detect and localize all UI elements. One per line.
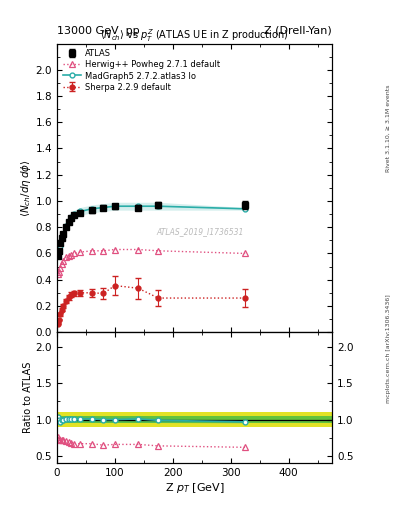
Line: Herwig++ Powheg 2.7.1 default: Herwig++ Powheg 2.7.1 default (55, 247, 248, 277)
MadGraph5 2.7.2.atlas3 lo (57, 248, 62, 254)
MadGraph5 2.7.2.atlas3 lo (156, 203, 161, 209)
Herwig++ Powheg 2.7.1 default (156, 248, 161, 254)
Herwig++ Powheg 2.7.1 default (72, 250, 77, 257)
Text: ATLAS_2019_I1736531: ATLAS_2019_I1736531 (156, 227, 244, 236)
Herwig++ Powheg 2.7.1 default (69, 252, 74, 258)
X-axis label: Z $p_T$ [GeV]: Z $p_T$ [GeV] (165, 481, 224, 495)
Title: $\langle N_{ch}\rangle$ vs $p_T^Z$ (ATLAS UE in Z production): $\langle N_{ch}\rangle$ vs $p_T^Z$ (ATLA… (100, 27, 289, 44)
MadGraph5 2.7.2.atlas3 lo (59, 234, 64, 241)
Text: Rivet 3.1.10, ≥ 3.1M events: Rivet 3.1.10, ≥ 3.1M events (386, 84, 391, 172)
Herwig++ Powheg 2.7.1 default (243, 250, 248, 257)
MadGraph5 2.7.2.atlas3 lo (101, 204, 106, 210)
Herwig++ Powheg 2.7.1 default (57, 269, 62, 275)
MadGraph5 2.7.2.atlas3 lo (61, 231, 65, 237)
Herwig++ Powheg 2.7.1 default (66, 253, 71, 259)
MadGraph5 2.7.2.atlas3 lo (66, 218, 71, 224)
Text: mcplots.cern.ch [arXiv:1306.3436]: mcplots.cern.ch [arXiv:1306.3436] (386, 294, 391, 402)
Text: Z (Drell-Yan): Z (Drell-Yan) (264, 26, 332, 36)
MadGraph5 2.7.2.atlas3 lo (89, 206, 94, 212)
MadGraph5 2.7.2.atlas3 lo (136, 203, 140, 209)
Line: MadGraph5 2.7.2.atlas3 lo: MadGraph5 2.7.2.atlas3 lo (56, 204, 248, 256)
MadGraph5 2.7.2.atlas3 lo (112, 203, 117, 209)
Legend: ATLAS, Herwig++ Powheg 2.7.1 default, MadGraph5 2.7.2.atlas3 lo, Sherpa 2.2.9 de: ATLAS, Herwig++ Powheg 2.7.1 default, Ma… (61, 48, 222, 93)
MadGraph5 2.7.2.atlas3 lo (78, 208, 83, 215)
Herwig++ Powheg 2.7.1 default (63, 254, 68, 261)
Herwig++ Powheg 2.7.1 default (59, 261, 64, 267)
Herwig++ Powheg 2.7.1 default (58, 265, 63, 271)
MadGraph5 2.7.2.atlas3 lo (58, 243, 63, 249)
Text: 13000 GeV  pp: 13000 GeV pp (57, 26, 140, 36)
Y-axis label: Ratio to ATLAS: Ratio to ATLAS (23, 362, 33, 434)
Y-axis label: $\langle N_{ch}/d\eta\,d\phi\rangle$: $\langle N_{ch}/d\eta\,d\phi\rangle$ (19, 159, 33, 217)
Herwig++ Powheg 2.7.1 default (56, 271, 61, 278)
Herwig++ Powheg 2.7.1 default (61, 258, 65, 264)
Herwig++ Powheg 2.7.1 default (89, 248, 94, 254)
MadGraph5 2.7.2.atlas3 lo (56, 250, 61, 257)
MadGraph5 2.7.2.atlas3 lo (63, 223, 68, 229)
MadGraph5 2.7.2.atlas3 lo (69, 214, 74, 220)
Herwig++ Powheg 2.7.1 default (101, 248, 106, 254)
Herwig++ Powheg 2.7.1 default (112, 246, 117, 252)
Herwig++ Powheg 2.7.1 default (136, 246, 140, 252)
Herwig++ Powheg 2.7.1 default (78, 249, 83, 255)
MadGraph5 2.7.2.atlas3 lo (243, 206, 248, 212)
MadGraph5 2.7.2.atlas3 lo (72, 211, 77, 217)
